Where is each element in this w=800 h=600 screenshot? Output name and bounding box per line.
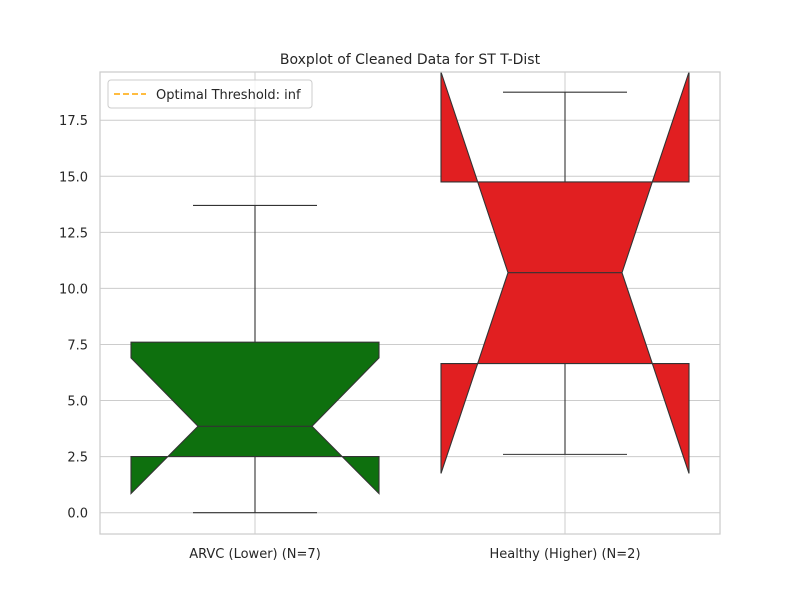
y-tick-label: 15.0 <box>59 170 88 185</box>
notched-box <box>130 341 380 495</box>
x-tick-label: Healthy (Higher) (N=2) <box>489 547 640 562</box>
box-2 <box>440 71 690 474</box>
y-tick-label: 5.0 <box>67 395 88 410</box>
legend: Optimal Threshold: inf <box>107 79 313 109</box>
y-tick-label: 7.5 <box>67 338 88 353</box>
x-tick-labels: ARVC (Lower) (N=7) Healthy (Higher) (N=2) <box>189 547 640 562</box>
y-tick-label: 17.5 <box>59 114 88 129</box>
y-tick-label: 10.0 <box>59 282 88 297</box>
legend-label: Optimal Threshold: inf <box>156 88 301 103</box>
y-tick-label: 0.0 <box>67 507 88 522</box>
y-tick-label: 12.5 <box>59 226 88 241</box>
box-1 <box>130 204 380 514</box>
x-tick-label: ARVC (Lower) (N=7) <box>189 547 321 562</box>
legend-frame <box>107 79 313 109</box>
y-tick-labels: 0.0 2.5 5.0 7.5 10.0 12.5 15.0 17.5 <box>59 114 88 521</box>
boxes-layer <box>130 71 690 514</box>
chart-title: Boxplot of Cleaned Data for ST T-Dist <box>280 52 541 68</box>
y-tick-label: 2.5 <box>67 451 88 466</box>
plot-frame <box>99 71 721 535</box>
